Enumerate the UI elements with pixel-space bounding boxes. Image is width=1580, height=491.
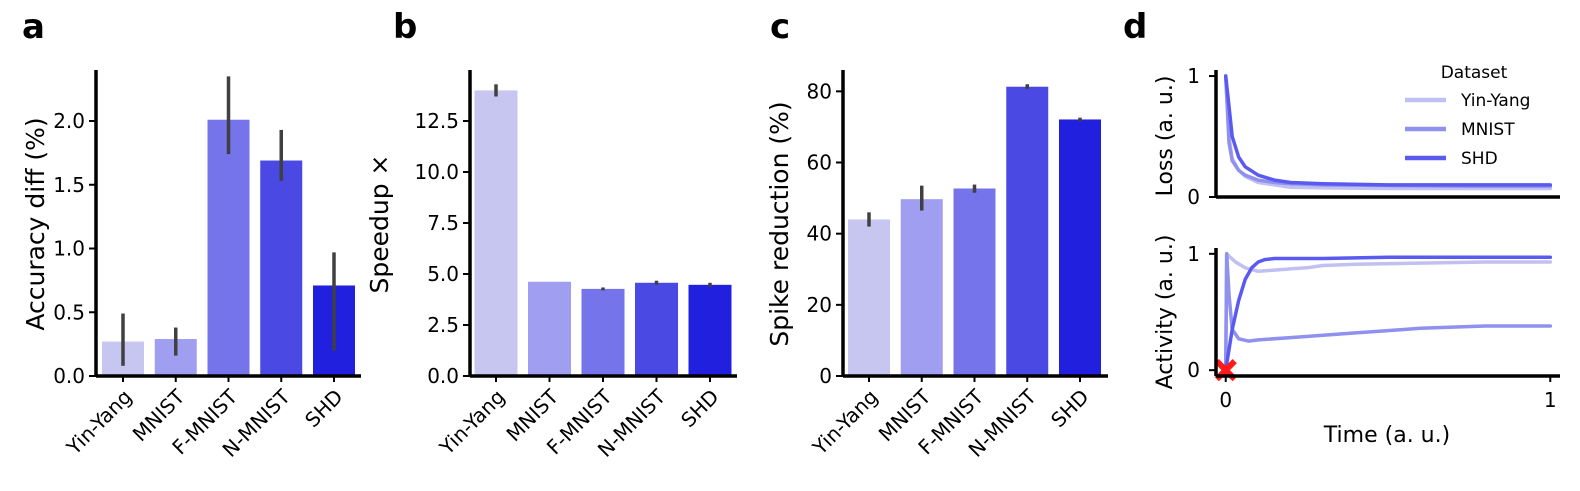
ytick-label: 2.5 [427,313,459,337]
ytick-label: 1.5 [53,173,85,197]
xtick-label: Yin-Yang [61,385,136,460]
line-panel-0: 0 1 Dataset Yin-Yang MNIST SHD [1187,63,1560,209]
ytick-label: 12.5 [414,109,459,133]
panel-letter-d: d [1123,7,1147,47]
line-panels: 0 1 Dataset Yin-Yang MNIST SHD 0 1 0 1 [1187,63,1560,412]
bar-N-MNIST [635,282,678,376]
ytick-label: 2.0 [53,109,85,133]
ytick-label: 0 [819,364,832,388]
ytick-label: 1.0 [53,237,85,261]
legend: Dataset Yin-Yang MNIST SHD [1405,63,1530,169]
bar-SHD [688,284,732,376]
xtick-label: SHD [676,385,723,432]
xlabel-time: Time (a. u.) [1323,423,1450,448]
panel-labels: a b c d Accuracy diff (%) Speedup × Spik… [21,7,1450,448]
ytick-label: 0.0 [53,364,85,388]
bar-SHD [1059,119,1101,377]
xtick-label: Yin-Yang [434,385,509,460]
ylabel-accuracy: Accuracy diff (%) [21,117,50,330]
xtick-label: SHD [1046,385,1093,432]
ytick-label: 1 [1187,242,1200,266]
series-line-SHD [1223,255,1553,372]
xtick-label: 1 [1544,388,1557,412]
bar-MNIST [900,199,943,376]
ytick-label: 5.0 [427,262,459,286]
legend-entry-SHD: SHD [1461,149,1498,169]
ylabel-speedup: Speedup × [365,155,394,294]
series-line-Yin-Yang [1223,252,1553,372]
legend-entry-MNIST: MNIST [1461,120,1515,140]
ylabel-spike-reduction: Spike reduction (%) [765,101,794,346]
legend-title: Dataset [1441,63,1508,83]
xtick-label: SHD [300,385,347,432]
xtick-label: 0 [1219,388,1232,412]
line-panel-1: 0 1 0 1 [1187,242,1560,412]
bar-Yin-Yang [848,219,890,376]
bar-F-MNIST [207,119,250,376]
ytick-label: 0 [1187,358,1200,382]
bar-MNIST [528,281,571,376]
ytick-label: 10.0 [414,160,459,184]
legend-entry-Yin-Yang: Yin-Yang [1460,91,1530,111]
bar-F-MNIST [581,288,625,376]
series-line-SHD [1223,74,1553,187]
ytick-label: 0 [1187,185,1200,209]
bar-N-MNIST [260,160,303,376]
bar-N-MNIST [1006,86,1049,376]
bar-Yin-Yang [474,90,518,377]
ytick-label: 60 [807,151,832,175]
ytick-label: 7.5 [427,211,459,235]
ylabel-activity: Activity (a. u.) [1153,235,1178,390]
ytick-label: 0.0 [427,364,459,388]
xtick-label: Yin-Yang [807,385,882,460]
panel-letter-a: a [22,7,45,47]
bar-F-MNIST [953,188,996,376]
ytick-label: 80 [807,79,832,103]
panel-letter-b: b [393,7,417,47]
panel-letter-c: c [770,7,790,47]
series-line-MNIST [1223,252,1553,372]
ytick-label: 20 [807,293,832,317]
ytick-label: 1 [1187,64,1200,88]
ytick-label: 40 [807,222,832,246]
ytick-label: 0.5 [53,300,85,324]
ylabel-loss: Loss (a. u.) [1153,76,1178,197]
